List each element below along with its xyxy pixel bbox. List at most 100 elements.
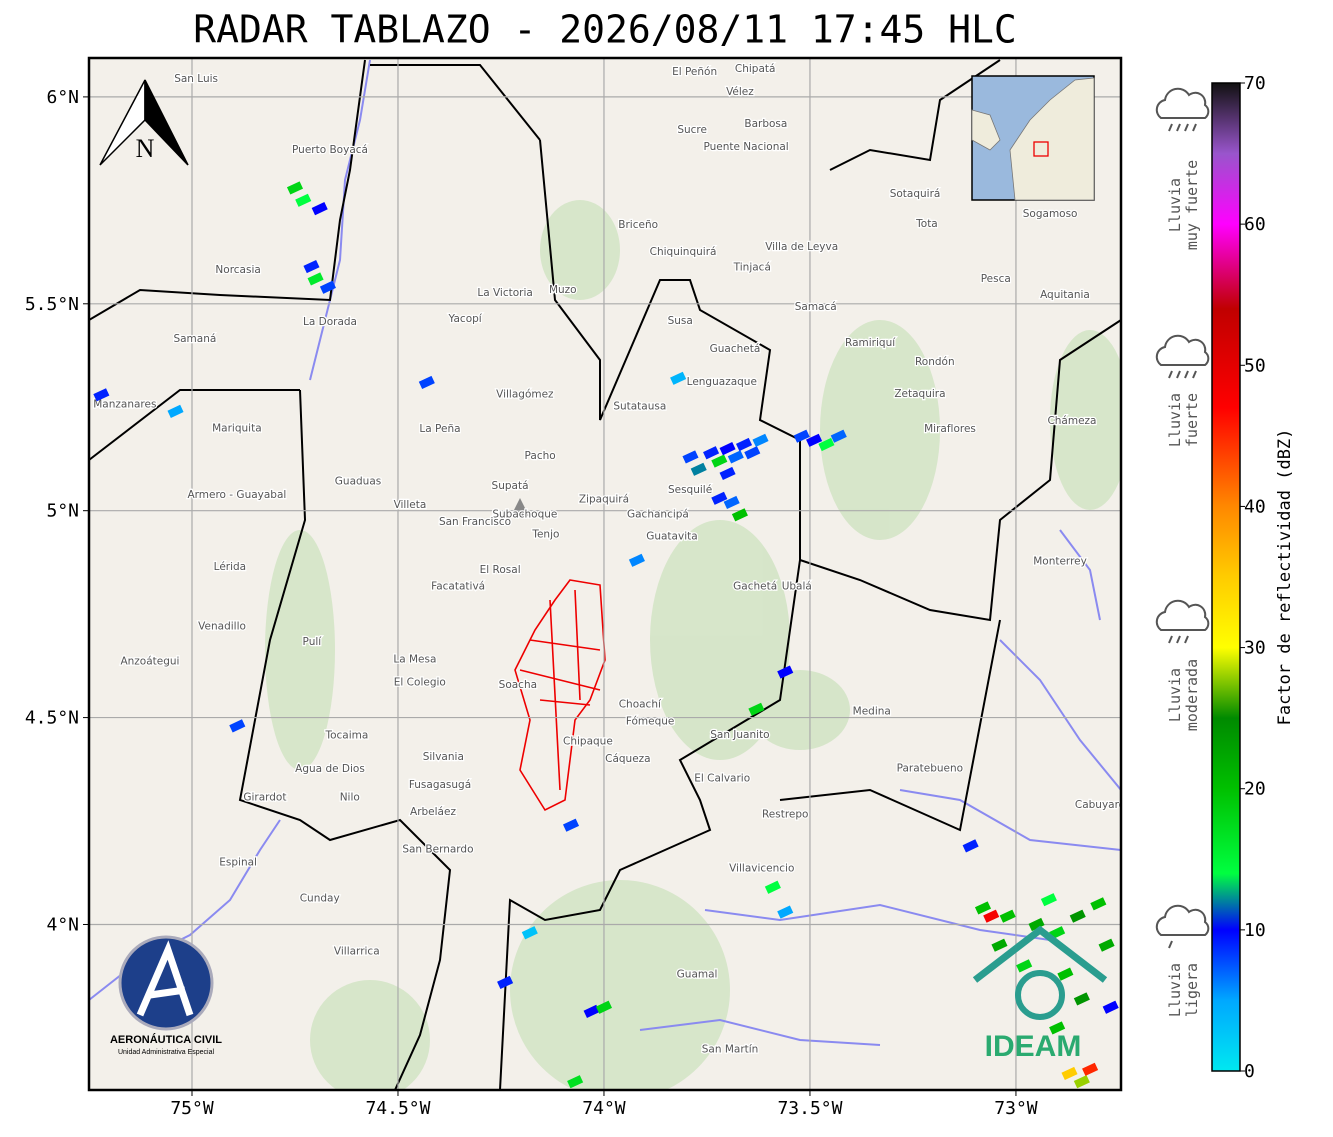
- radar-echo: [764, 880, 781, 894]
- colorbar-tick-label: 70: [1244, 73, 1266, 94]
- place-label: Briceño: [618, 219, 658, 231]
- rain-drop: [1176, 635, 1181, 644]
- colorbar-tick-label: 60: [1244, 214, 1266, 235]
- rain-icon: [1155, 87, 1210, 119]
- place-label: Tenjo: [531, 529, 559, 541]
- y-tick-label: 5.5°N: [25, 294, 79, 315]
- rain-icon: [1155, 334, 1210, 366]
- place-label: El Calvario: [694, 773, 750, 785]
- place-label: Puerto Boyacá: [292, 144, 368, 156]
- radar-echo: [806, 433, 823, 447]
- radar-echo: [991, 938, 1008, 952]
- place-label: Samacá: [795, 301, 837, 313]
- aerocivil-sub: Unidad Administrativa Especial: [118, 1049, 215, 1056]
- place-label: El Peñón: [672, 66, 717, 78]
- place-label: Fusagasugá: [409, 779, 471, 791]
- map-area: Villavicencio Villa de Leyva Sogamoso Zipaq…: [89, 58, 1121, 1090]
- place-label: Medina: [853, 706, 891, 718]
- radar-echo: [818, 437, 835, 452]
- colorbar-tick-label: 20: [1244, 779, 1266, 800]
- place-label: Cunday: [300, 893, 340, 905]
- radar-echo: [628, 553, 645, 567]
- place-label: La Mesa: [393, 654, 436, 666]
- place-label: Vélez: [726, 86, 754, 98]
- colorbar-tick-label: 30: [1244, 638, 1266, 659]
- place-label: Tocaima: [324, 729, 368, 741]
- colorbar-scale: [1211, 82, 1241, 1072]
- axes: 75°W 74.5°W 74°W 73.5°W 73°W 6°N 5.5°N 5°N 4.5°N…: [25, 87, 1038, 1119]
- radar-echo: [777, 665, 794, 679]
- place-label: Manzanares: [93, 399, 156, 411]
- radar-echo: [690, 462, 707, 476]
- aerocivil-name: AERONÁUTICA CIVIL: [110, 1033, 222, 1046]
- x-tick-label: 73.5°W: [777, 1098, 842, 1119]
- radar-echo: [1073, 992, 1090, 1006]
- place-label: Guaduas: [335, 476, 381, 488]
- north-arrow: N: [99, 79, 189, 166]
- place-label: Arbeláez: [410, 806, 456, 818]
- place-label: Aquitania: [1040, 289, 1090, 301]
- place-label: Lérida: [214, 561, 246, 573]
- rain-label: Lluvia: [1166, 668, 1184, 722]
- radar-echo: [777, 905, 794, 919]
- place-label: Rondón: [915, 356, 955, 368]
- place-label: Chámeza: [1047, 415, 1096, 427]
- radar-echo: [1090, 897, 1107, 911]
- place-label: Nilo: [340, 791, 360, 803]
- radar-echo: [1073, 1075, 1090, 1089]
- radar-echo: [1061, 1066, 1078, 1081]
- radar-echo: [711, 491, 728, 505]
- bogota-roads: [514, 579, 606, 812]
- colorbar-tick-label: 0: [1244, 1061, 1255, 1082]
- place-label: Sesquilé: [668, 484, 712, 496]
- place-label: Susa: [668, 315, 693, 327]
- radar-echo: [719, 466, 736, 481]
- rain-drop: [1168, 940, 1173, 949]
- place-label: Villeta: [394, 499, 427, 511]
- place-label: Ramiriquí: [845, 337, 896, 349]
- place-label: Pesca: [981, 273, 1011, 285]
- radar-echo: [830, 429, 847, 443]
- rain-drop: [1192, 370, 1197, 379]
- place-label: Sucre: [677, 124, 707, 136]
- radar-echo: [744, 446, 761, 460]
- place-label: Zetaquira: [894, 388, 945, 400]
- radar-echo: [1082, 1062, 1099, 1076]
- place-label: Supatá: [492, 480, 529, 492]
- rain-label: muy fuerte: [1183, 160, 1201, 250]
- radar-echo: [307, 272, 324, 286]
- place-label: Miraflores: [924, 423, 976, 435]
- place-label: San Bernardo: [402, 843, 473, 855]
- radar-site: [511, 498, 529, 516]
- place-label: La Peña: [419, 423, 460, 435]
- north-label: N: [136, 134, 155, 163]
- place-label: Guachetá: [710, 343, 761, 355]
- rain-drop: [1184, 123, 1189, 132]
- radar-echo: [1028, 917, 1045, 932]
- colorbar: 0 10 20 30 40 50 60 70 Factor de reflectividad (…: [1211, 73, 1295, 1082]
- radar-echo: [319, 280, 336, 294]
- place-label: Barbosa: [744, 118, 787, 130]
- map-frame: [87, 56, 1123, 1092]
- radar-echo: [521, 926, 538, 940]
- place-label: Pulí: [303, 636, 323, 648]
- rain-drop: [1176, 123, 1181, 132]
- place-label: Lenguazaque: [687, 376, 757, 388]
- radar-echo: [736, 437, 753, 452]
- place-label: Puente Nacional: [703, 141, 788, 153]
- place-label: Muzo: [549, 284, 577, 296]
- rain-label: Lluvia: [1166, 393, 1184, 447]
- colorbar-tick-label: 50: [1244, 355, 1266, 376]
- radar-echo: [962, 839, 979, 853]
- radar-echo: [567, 1075, 584, 1089]
- x-tick-label: 74°W: [582, 1098, 626, 1119]
- ideam-logo: IDEAM: [972, 925, 1108, 1063]
- place-label: Cáqueza: [605, 753, 651, 765]
- place-label: Villavicencio: [729, 863, 794, 875]
- place-label: Venadillo: [198, 620, 246, 632]
- radar-echo: [723, 495, 740, 509]
- place-label: Fómeque: [626, 716, 675, 728]
- place-label: Girardot: [243, 791, 286, 803]
- place-label: Villarrica: [334, 946, 380, 958]
- place-label: Mariquita: [212, 423, 262, 435]
